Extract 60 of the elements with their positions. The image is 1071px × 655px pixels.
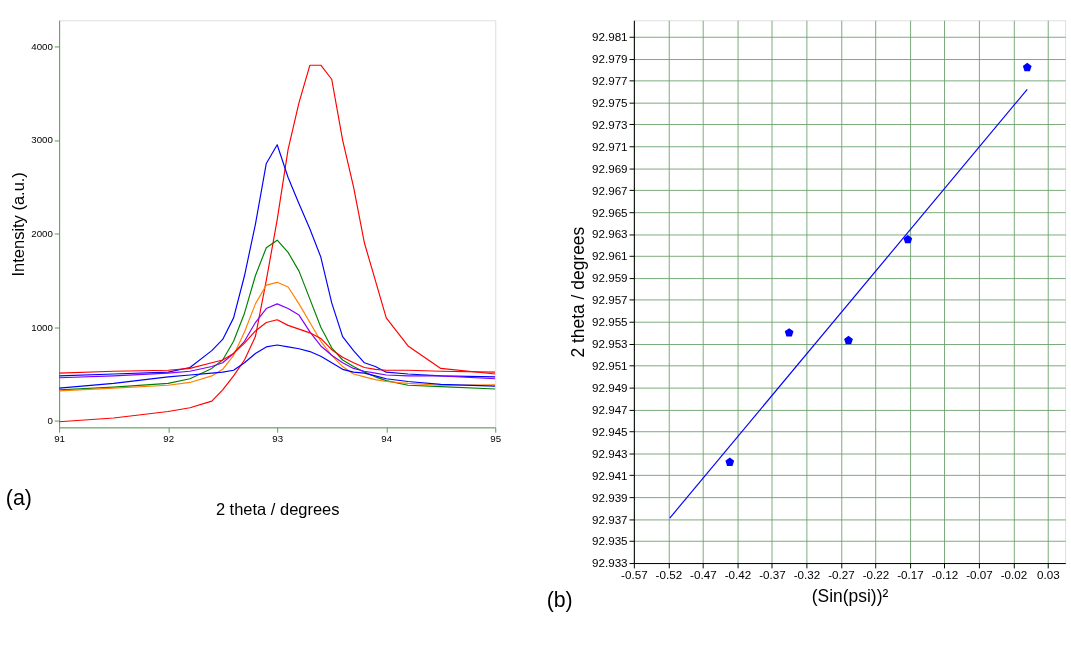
x-tick-label: -0.47 bbox=[690, 568, 717, 582]
y-tick-label: 92.937 bbox=[592, 512, 628, 526]
x-tick-label: 0.03 bbox=[1037, 568, 1060, 582]
x-tick-label: 94 bbox=[381, 433, 393, 445]
y-tick-label: 92.943 bbox=[592, 446, 628, 460]
point bbox=[844, 335, 853, 345]
y-tick-label: 92.953 bbox=[592, 337, 628, 351]
y-tick-label: 92.977 bbox=[592, 73, 628, 87]
x-tick-label: -0.42 bbox=[724, 568, 752, 582]
y-tick-label: 92.973 bbox=[592, 117, 628, 131]
y-tick-label: 92.959 bbox=[592, 271, 628, 285]
y-tick-label: 2000 bbox=[31, 228, 54, 240]
y-tick-label: 4000 bbox=[31, 40, 54, 52]
x-tick-label: 92 bbox=[163, 433, 175, 445]
y-tick-label: 92.933 bbox=[592, 556, 628, 570]
x-tick-label: 93 bbox=[272, 433, 284, 445]
x-axis-title: 2 theta / degrees bbox=[215, 500, 340, 519]
y-tick-label: 92.971 bbox=[592, 139, 628, 153]
y-tick-label: 92.961 bbox=[592, 249, 628, 263]
point bbox=[903, 235, 913, 244]
y-tick-label: 92.955 bbox=[592, 315, 628, 329]
point bbox=[725, 457, 735, 466]
y-tick-label: 0 bbox=[47, 415, 54, 427]
x-tick-label: -0.52 bbox=[655, 568, 683, 582]
y-tick-label: 92.969 bbox=[592, 161, 628, 175]
y-tick-label: 92.975 bbox=[592, 95, 628, 109]
y-tick-label: 92.957 bbox=[592, 293, 628, 307]
text: (a) bbox=[5, 485, 32, 510]
y-tick-label: 92.963 bbox=[592, 227, 628, 241]
x-tick-label: 91 bbox=[54, 433, 65, 445]
x-tick-label: -0.12 bbox=[931, 568, 959, 582]
y-tick-label: 1000 bbox=[31, 321, 54, 333]
y-tick-label: 92.951 bbox=[592, 359, 628, 373]
x-tick-label: -0.07 bbox=[966, 568, 993, 582]
point bbox=[1022, 62, 1032, 72]
y-tick-label: 92.941 bbox=[592, 468, 628, 482]
x-tick-label: -0.02 bbox=[1000, 568, 1028, 582]
x-tick-label: -0.22 bbox=[862, 568, 890, 582]
y-axis-title: Intensity (a.u.) bbox=[8, 172, 27, 277]
y-axis-title: 2 theta / degrees bbox=[568, 226, 589, 358]
x-axis-title: (Sin(psi))² bbox=[811, 586, 889, 607]
point bbox=[784, 328, 794, 337]
y-tick-label: 92.967 bbox=[592, 183, 628, 197]
y-tick-label: 92.979 bbox=[592, 52, 628, 66]
y-tick-label: 92.935 bbox=[592, 534, 628, 548]
y-tick-label: 92.945 bbox=[592, 424, 628, 438]
y-tick-label: 92.947 bbox=[592, 402, 628, 416]
y-tick-label: 92.965 bbox=[592, 205, 628, 219]
y-tick-label: 3000 bbox=[31, 134, 54, 146]
x-tick-label: 95 bbox=[490, 433, 502, 445]
y-tick-label: 92.981 bbox=[592, 30, 628, 44]
x-tick-label: -0.17 bbox=[897, 568, 924, 582]
y-tick-label: 92.939 bbox=[592, 490, 628, 504]
y-tick-label: 92.949 bbox=[592, 380, 628, 394]
x-tick-label: -0.57 bbox=[621, 568, 648, 582]
line-series bbox=[59, 344, 496, 389]
x-tick-label: -0.32 bbox=[793, 568, 821, 582]
text: (b) bbox=[546, 587, 573, 612]
x-tick-label: -0.27 bbox=[828, 568, 855, 582]
x-tick-label: -0.37 bbox=[759, 568, 786, 582]
